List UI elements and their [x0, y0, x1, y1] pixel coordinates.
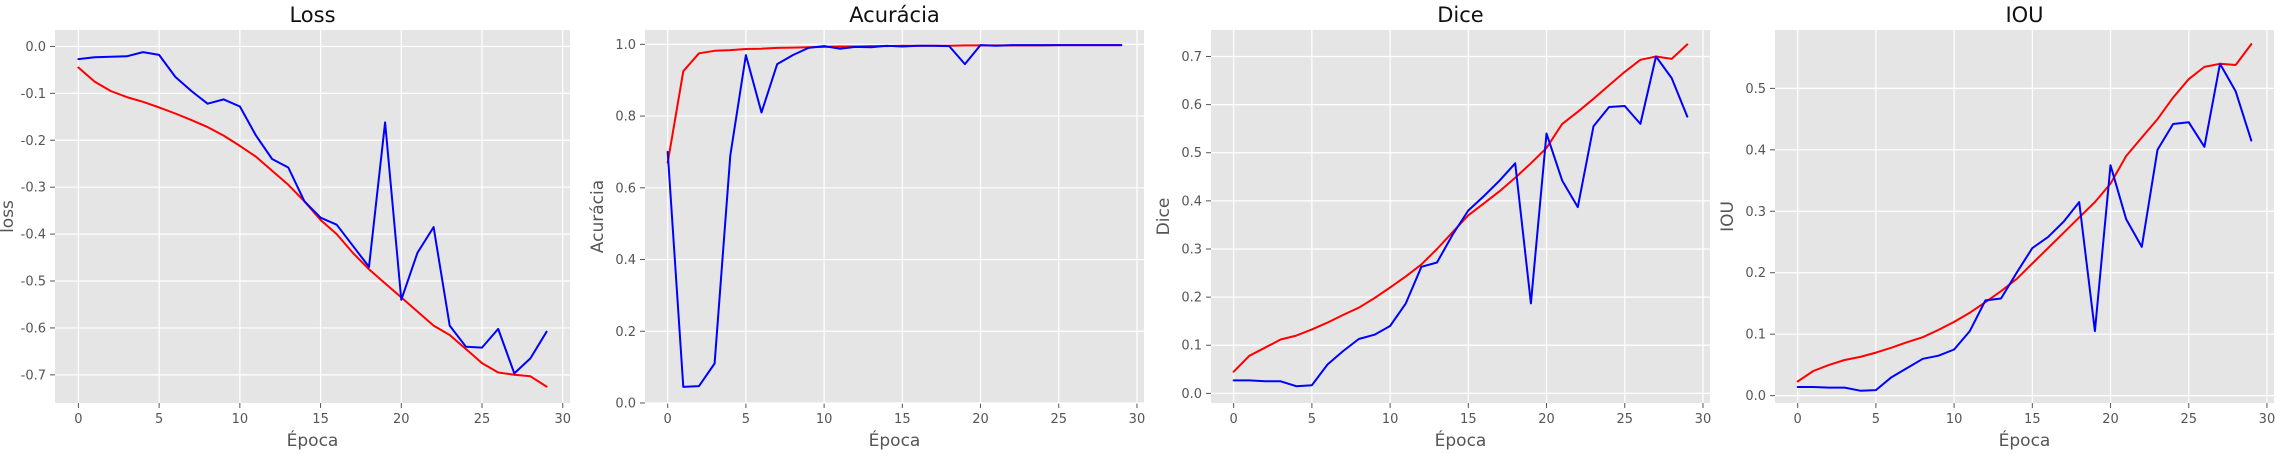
plot-area	[645, 30, 1144, 403]
x-axis-label: Época	[287, 429, 339, 451]
chart-title: Dice	[1437, 3, 1483, 27]
x-tick-label: 10	[1382, 412, 1399, 427]
chart-loss: 0 5 10 15 20 25 30 0.0 -0.1 -0.2 -0.3 -0.4 -0.5 -0.6 -…	[0, 3, 571, 451]
y-tick-label: 0.0	[615, 397, 636, 412]
series-line-1	[1796, 43, 2253, 383]
x-tick-label: 20	[1538, 412, 1555, 427]
x-tick-label: 15	[1460, 412, 1477, 427]
y-tick-label: -0.5	[21, 275, 46, 290]
x-tick-label: 10	[1946, 412, 1963, 427]
y-tick-label: 0.1	[1181, 339, 1202, 354]
x-tick-label: 5	[1872, 412, 1880, 427]
x-tick-label: 0	[1230, 412, 1238, 427]
chart-dice: 0 5 10 15 20 25 30 0.0 0.1 0.2 0.3 0.4 0.5 0.6 0.7 Dice…	[1154, 3, 1711, 451]
y-tick-label: 0.5	[1181, 146, 1202, 161]
chart-title: Loss	[289, 3, 335, 27]
x-tick-label: 15	[312, 412, 329, 427]
x-tick-label: 25	[1050, 412, 1067, 427]
x-tick-label: 5	[742, 412, 750, 427]
x-axis-label: Época	[1999, 429, 2051, 451]
y-tick-label: 0.2	[615, 325, 636, 340]
y-tick-label: -0.3	[21, 181, 46, 196]
y-axis-label: Dice	[1154, 198, 1174, 236]
y-tick-label: 0.7	[1181, 50, 1202, 65]
y-tick-label: 0.6	[615, 181, 636, 196]
x-axis-label: Época	[1435, 429, 1487, 451]
y-axis-label: loss	[0, 200, 18, 233]
y-axis-label: IOU	[1718, 201, 1738, 232]
x-axis-label: Época	[869, 429, 921, 451]
x-tick-label: 5	[1308, 412, 1316, 427]
chart-iou: 0 5 10 15 20 25 30 0.0 0.1 0.2 0.3 0.4 0.5 IOU Época IO…	[1718, 3, 2275, 451]
chart-acuracia: 0 5 10 15 20 25 30 0.0 0.2 0.4 0.6 0.8 1.0 Acurácia Ép…	[588, 3, 1145, 451]
y-tick-label: -0.1	[21, 87, 46, 102]
x-tick-label: 25	[474, 412, 491, 427]
y-tick-label: 0.0	[1745, 389, 1766, 404]
series-line-2	[1796, 62, 2253, 392]
x-tick-label: 30	[554, 412, 571, 427]
y-tick-label: -0.2	[21, 134, 46, 149]
y-tick-label: -0.7	[21, 368, 46, 383]
x-tick-label: 30	[1695, 412, 1712, 427]
y-tick-label: 0.0	[25, 40, 46, 55]
x-tick-label: 0	[1794, 412, 1802, 427]
y-tick-label: 0.2	[1181, 291, 1202, 306]
x-tick-label: 30	[1129, 412, 1146, 427]
y-tick-label: 0.6	[1181, 98, 1202, 113]
plot-area	[1775, 30, 2274, 403]
x-tick-label: 0	[664, 412, 672, 427]
x-tick-label: 10	[816, 412, 833, 427]
y-tick-label: 0.3	[1745, 205, 1766, 220]
x-tick-label: 10	[232, 412, 249, 427]
x-tick-label: 20	[2102, 412, 2119, 427]
y-tick-label: 1.0	[615, 38, 636, 53]
y-tick-label: 0.0	[1181, 387, 1202, 402]
plot-area	[55, 30, 570, 403]
plot-area	[1211, 30, 1710, 403]
x-tick-label: 30	[2259, 412, 2276, 427]
x-tick-label: 20	[393, 412, 410, 427]
y-tick-label: 0.2	[1745, 266, 1766, 281]
x-tick-label: 5	[155, 412, 163, 427]
y-tick-label: 0.3	[1181, 242, 1202, 257]
chart-title: Acurácia	[849, 3, 940, 27]
x-tick-label: 20	[972, 412, 989, 427]
y-tick-label: 0.4	[615, 253, 636, 268]
y-tick-label: 0.1	[1745, 328, 1766, 343]
x-tick-label: 0	[74, 412, 82, 427]
y-tick-label: -0.4	[21, 228, 46, 243]
y-tick-label: -0.6	[21, 321, 46, 336]
x-tick-label: 15	[894, 412, 911, 427]
series-line-2	[1232, 55, 1689, 388]
y-tick-label: 0.4	[1181, 194, 1202, 209]
y-tick-label: 0.4	[1745, 143, 1766, 158]
x-tick-label: 25	[2180, 412, 2197, 427]
series-line-2	[77, 51, 548, 375]
y-tick-label: 0.5	[1745, 82, 1766, 97]
series-line-2	[666, 44, 1123, 388]
x-tick-label: 25	[1616, 412, 1633, 427]
x-tick-label: 15	[2024, 412, 2041, 427]
y-tick-label: 0.8	[615, 110, 636, 125]
y-axis-label: Acurácia	[588, 180, 608, 253]
chart-title: IOU	[2005, 3, 2043, 27]
